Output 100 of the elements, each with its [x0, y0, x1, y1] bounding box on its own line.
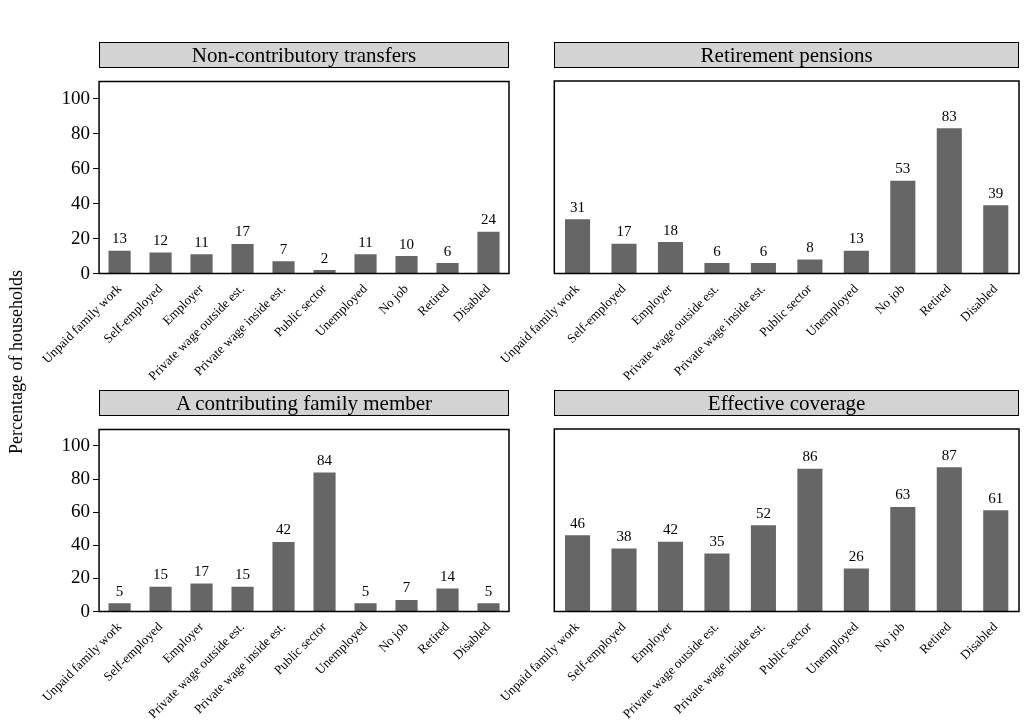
x-tick-label: No job	[375, 619, 412, 655]
bar	[797, 468, 823, 612]
bar	[750, 263, 776, 274]
chart-title: A contributing family member	[99, 390, 509, 416]
y-tick-label: 0	[80, 261, 91, 283]
data-label: 35	[709, 532, 725, 549]
data-label: 24	[481, 211, 497, 228]
data-label: 5	[484, 582, 493, 599]
bar	[108, 603, 131, 612]
data-label: 7	[279, 240, 288, 257]
y-tick-label: 80	[71, 121, 91, 143]
y-tick-label: 20	[71, 566, 91, 588]
bar	[611, 243, 637, 274]
bar	[890, 180, 916, 274]
data-label: 17	[616, 223, 633, 240]
bar	[936, 467, 962, 612]
bar	[231, 243, 254, 274]
data-label: 46	[570, 514, 586, 531]
data-label: 42	[276, 521, 292, 538]
bar	[354, 603, 377, 612]
data-label: 13	[848, 230, 864, 247]
y-tick-label: 100	[61, 433, 91, 455]
bar	[890, 507, 916, 612]
bar	[149, 252, 172, 274]
bar	[657, 242, 684, 274]
data-label: 53	[895, 160, 911, 177]
y-tick-label: 0	[80, 599, 91, 621]
bar	[190, 254, 213, 274]
data-label: 5	[361, 582, 370, 599]
x-tick-label: No job	[871, 281, 908, 317]
bar	[272, 542, 295, 612]
bar	[704, 553, 730, 612]
bar	[750, 525, 776, 612]
chart-title: Non-contributory transfers	[99, 42, 509, 68]
data-label: 17	[235, 223, 251, 240]
data-label: 5	[115, 582, 124, 599]
bar	[843, 250, 869, 274]
data-label: 52	[755, 504, 771, 521]
bar	[108, 250, 131, 274]
bar	[149, 586, 172, 612]
y-axis-title: Percentage of households	[5, 270, 27, 454]
bar	[354, 254, 377, 274]
bar	[395, 599, 418, 612]
data-label: 6	[759, 242, 768, 259]
data-label: 2	[320, 249, 329, 266]
bar	[983, 510, 1009, 612]
bar	[313, 270, 336, 274]
bar	[657, 541, 684, 612]
data-label: 11	[358, 233, 373, 250]
data-label: 8	[806, 239, 814, 256]
data-label: 86	[802, 448, 818, 465]
bar	[395, 256, 418, 274]
bar	[936, 128, 962, 274]
data-label: 61	[988, 489, 1004, 506]
y-tick-label: 60	[71, 500, 91, 522]
x-tick-label: No job	[375, 281, 412, 317]
data-label: 10	[399, 235, 415, 252]
data-label: 63	[895, 486, 911, 503]
y-tick-label: 20	[71, 226, 91, 248]
bar	[477, 603, 500, 612]
bar	[983, 205, 1009, 274]
data-label: 42	[662, 521, 678, 538]
data-label: 83	[941, 107, 957, 124]
bar	[843, 568, 869, 612]
data-label: 26	[848, 547, 865, 564]
bar	[565, 219, 591, 274]
data-label: 84	[317, 451, 333, 468]
bar	[231, 586, 254, 612]
bar	[704, 263, 730, 274]
data-label: 87	[941, 446, 958, 463]
data-label: 39	[988, 184, 1004, 201]
data-label: 31	[570, 198, 586, 215]
bar	[272, 261, 295, 274]
bar	[477, 231, 500, 274]
x-tick-label: No job	[871, 619, 908, 655]
data-label: 15	[235, 566, 251, 583]
bar	[797, 259, 823, 274]
data-label: 13	[112, 230, 128, 247]
y-tick-label: 40	[71, 191, 91, 213]
bar	[436, 588, 459, 612]
data-label: 15	[153, 566, 169, 583]
data-label: 18	[662, 221, 678, 238]
data-label: 6	[713, 242, 722, 259]
y-tick-label: 40	[71, 533, 91, 555]
data-label: 6	[443, 242, 452, 259]
chart-title: Retirement pensions	[554, 42, 1019, 68]
bar	[611, 548, 637, 612]
data-label: 14	[440, 567, 456, 584]
y-tick-label: 80	[71, 467, 91, 489]
bar	[565, 535, 591, 612]
data-label: 7	[402, 579, 411, 596]
y-tick-label: 100	[61, 86, 91, 108]
data-label: 38	[616, 527, 632, 544]
bar	[313, 472, 336, 612]
data-label: 12	[153, 232, 169, 249]
data-label: 11	[194, 233, 209, 250]
chart-title: Effective coverage	[554, 390, 1019, 416]
y-tick-label: 60	[71, 156, 91, 178]
data-label: 17	[194, 562, 210, 579]
bar	[190, 583, 213, 612]
